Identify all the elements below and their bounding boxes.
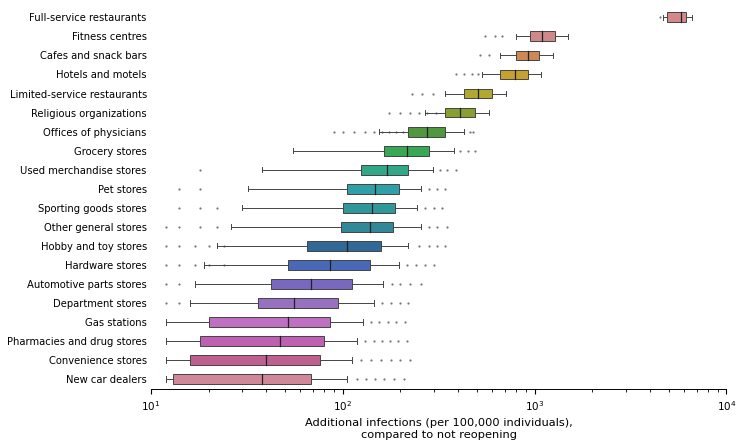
Bar <box>209 317 330 327</box>
Bar <box>258 298 339 308</box>
Bar <box>464 89 492 98</box>
Bar <box>516 51 539 60</box>
Bar <box>444 108 475 118</box>
Bar <box>384 146 429 156</box>
Bar <box>341 222 392 232</box>
Bar <box>531 31 555 42</box>
Bar <box>409 127 444 136</box>
Bar <box>190 355 320 365</box>
Bar <box>347 184 399 194</box>
Bar <box>307 241 381 251</box>
Bar <box>500 70 528 80</box>
Bar <box>361 164 409 175</box>
Bar <box>200 336 324 346</box>
Bar <box>667 13 687 22</box>
Bar <box>343 203 395 213</box>
Bar <box>173 374 311 384</box>
Bar <box>270 279 352 289</box>
Bar <box>288 260 369 270</box>
X-axis label: Additional infections (per 100,000 individuals),
compared to not reopening: Additional infections (per 100,000 indiv… <box>305 418 573 440</box>
